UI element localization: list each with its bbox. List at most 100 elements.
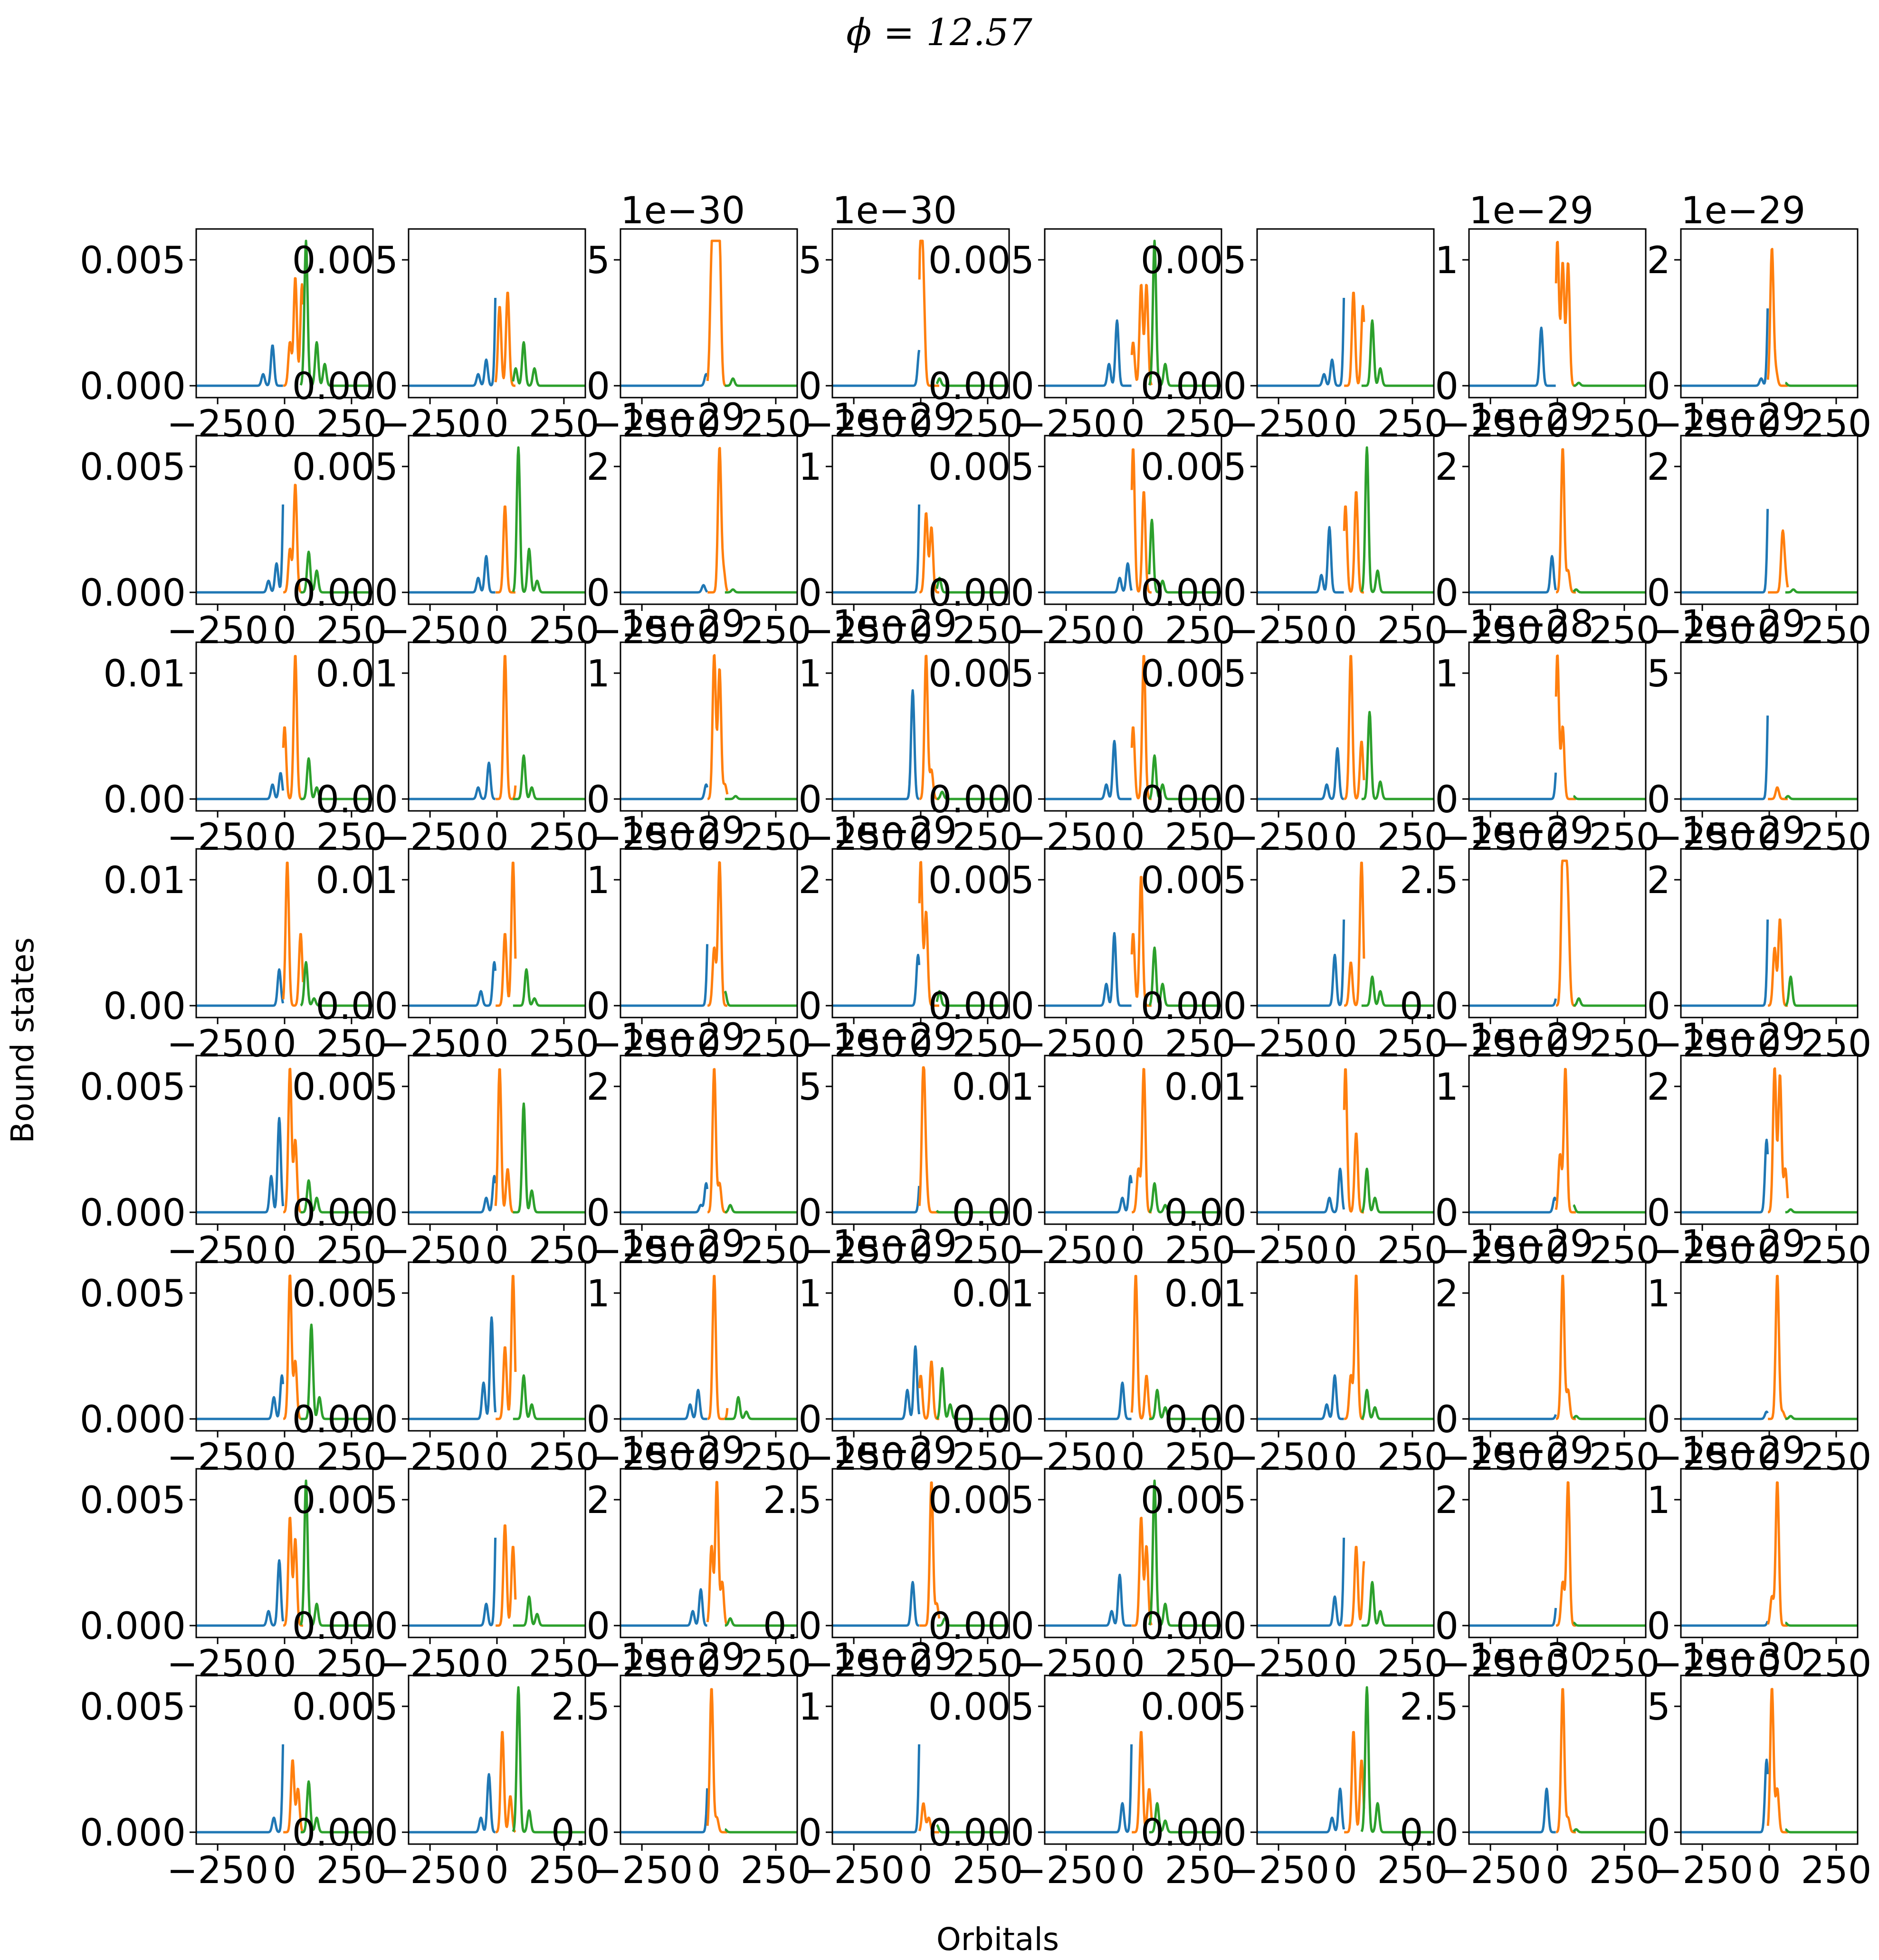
y-tick-label: 0.000 <box>292 1192 398 1235</box>
axes-frame <box>620 1261 798 1432</box>
series-line-orange <box>1555 241 1577 387</box>
series-line-blue <box>408 297 497 387</box>
y-tick-label: 0.01 <box>103 859 186 902</box>
series-line-green <box>1360 1686 1435 1834</box>
x-tick-label: 250 <box>1164 816 1235 859</box>
axis-offset-label: 1e−29 <box>1469 396 1593 439</box>
x-tick-label: −250 <box>1228 1643 1329 1685</box>
y-tick-label: 5 <box>798 1066 822 1109</box>
y-tick-label: 0.000 <box>292 365 398 408</box>
series-line-blue <box>1256 919 1345 1007</box>
axis-offset-label: 1e−29 <box>1469 1429 1593 1472</box>
series-line-green <box>512 341 586 387</box>
y-tick-label: 0 <box>1647 1812 1670 1855</box>
y-axis-label: Bound states <box>4 937 41 1143</box>
x-tick-label: −250 <box>1228 403 1329 446</box>
axes-frame <box>408 1468 586 1638</box>
x-tick-label: 0 <box>1334 403 1357 446</box>
subplot-r6-c1: −250 0 250 0.000 0.005 <box>80 1261 387 1479</box>
series-line-blue <box>1044 932 1132 1007</box>
x-tick-label: 250 <box>952 403 1023 446</box>
x-tick-label: 250 <box>528 403 599 446</box>
series-line-green <box>1148 1479 1222 1627</box>
series-line-green <box>724 588 798 594</box>
axes-frame <box>1680 1055 1859 1225</box>
x-tick-label: −250 <box>1651 403 1753 446</box>
y-tick-label: 0.000 <box>80 572 186 615</box>
series-line-orange <box>282 1759 304 1834</box>
series-line-blue <box>195 1374 285 1420</box>
y-tick-label: 2 <box>1435 446 1459 489</box>
y-tick-label: 0.000 <box>80 1192 186 1235</box>
y-tick-label: 2 <box>1647 1066 1670 1109</box>
y-tick-label: 0 <box>798 572 822 615</box>
x-tick-label: 0 <box>485 816 509 859</box>
x-tick-label: −250 <box>803 1849 905 1892</box>
x-tick-label: 250 <box>1589 816 1660 859</box>
x-tick-label: −250 <box>1651 1849 1753 1892</box>
series-line-green <box>1784 1828 1859 1834</box>
y-tick-label: 2 <box>1647 239 1670 282</box>
y-tick-label: 0 <box>586 1399 610 1441</box>
series-line-blue <box>620 783 709 800</box>
axis-offset-label: 1e−29 <box>832 1223 957 1265</box>
series-line-orange <box>1766 1688 1789 1834</box>
y-tick-label: 0.0 <box>1400 985 1459 1028</box>
series-line-blue <box>1680 509 1769 594</box>
y-tick-label: 0.01 <box>952 1066 1034 1109</box>
x-tick-label: 250 <box>528 1229 599 1272</box>
x-tick-label: 0 <box>1757 609 1781 652</box>
series-line-blue <box>620 1182 709 1214</box>
x-tick-label: 0 <box>909 1436 933 1479</box>
x-tick-label: 0 <box>697 1023 721 1066</box>
series-line-blue <box>1468 998 1557 1007</box>
series-line-orange <box>1130 875 1153 1007</box>
series-line-orange <box>706 447 729 594</box>
y-tick-label: 0.005 <box>1141 653 1247 695</box>
x-tick-label: −250 <box>1651 609 1753 652</box>
series-line-blue <box>1468 1788 1556 1834</box>
y-tick-label: 0.01 <box>1164 1273 1247 1315</box>
series-line-orange <box>706 1068 728 1214</box>
x-tick-label: −250 <box>1015 609 1117 652</box>
series-line-orange <box>282 484 304 594</box>
y-tick-label: 0.000 <box>292 1399 398 1441</box>
x-tick-label: 0 <box>1545 1849 1569 1892</box>
series-line-blue <box>1256 1374 1345 1420</box>
x-tick-label: 0 <box>1121 816 1145 859</box>
series-line-green <box>1148 1182 1222 1214</box>
y-tick-label: 0 <box>586 1605 610 1648</box>
figure-title: ϕ = 12.57 <box>846 11 1032 54</box>
x-tick-label: −250 <box>1440 609 1541 652</box>
x-tick-label: −250 <box>1651 1229 1753 1272</box>
x-tick-label: 0 <box>697 403 721 446</box>
x-tick-label: 0 <box>1545 1643 1569 1685</box>
x-tick-label: −250 <box>803 1436 905 1479</box>
series-line-orange <box>1767 918 1789 1007</box>
y-tick-label: 0.000 <box>1141 779 1247 821</box>
series-line-blue <box>1468 555 1557 594</box>
x-tick-label: −250 <box>1651 1643 1753 1685</box>
x-tick-label: 0 <box>697 609 721 652</box>
x-tick-label: 0 <box>273 1643 296 1685</box>
series-line-green <box>1784 381 1859 387</box>
series-line-green <box>1573 997 1647 1007</box>
series-line-blue <box>1680 715 1769 800</box>
axis-offset-label: 1e−29 <box>1681 1429 1805 1472</box>
x-tick-label: 0 <box>1334 1229 1357 1272</box>
x-tick-label: 0 <box>1757 1436 1781 1479</box>
y-tick-label: 0 <box>798 985 822 1028</box>
x-tick-label: 250 <box>1377 1436 1448 1479</box>
x-tick-label: −250 <box>803 609 905 652</box>
series-line-green <box>1360 446 1435 594</box>
x-tick-label: 0 <box>697 1436 721 1479</box>
x-tick-label: −250 <box>167 403 268 446</box>
series-line-orange <box>495 861 517 1007</box>
axes-frame <box>620 848 798 1018</box>
series-line-blue <box>1256 1537 1345 1627</box>
